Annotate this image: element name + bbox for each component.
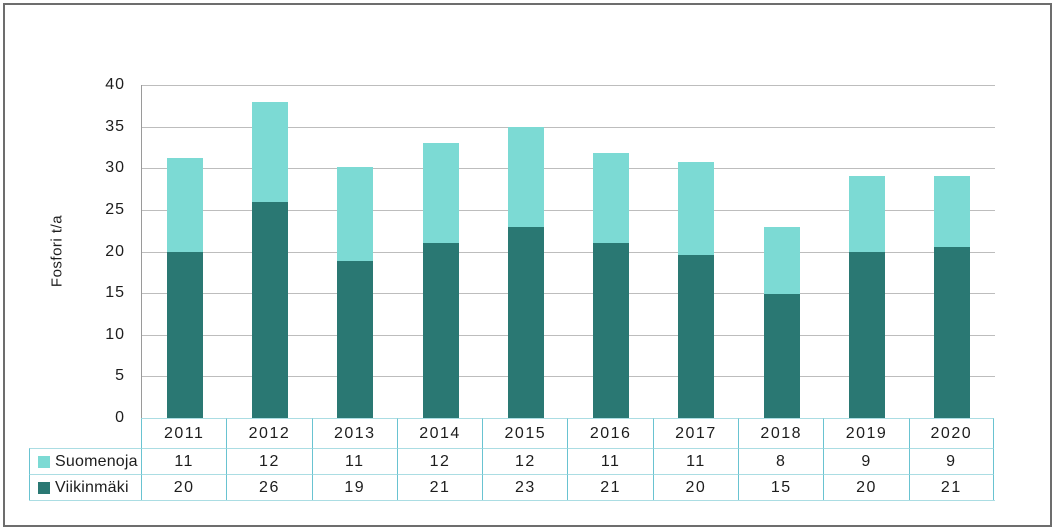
y-tick-label-20: 20 — [105, 242, 125, 260]
value-viikinmäki-2019: 20 — [823, 474, 909, 500]
bar-segment-viikinmäki-2016 — [593, 243, 630, 418]
bar-segment-viikinmäki-2017 — [678, 254, 715, 418]
table-row-suomenoja: Suomenoja 11 12 11 12 12 11 11 8 9 9 — [29, 448, 995, 474]
bar-segment-suomenoja-2015 — [507, 126, 544, 228]
bar-segment-suomenoja-2013 — [337, 166, 374, 261]
y-tick-label-25: 25 — [105, 200, 125, 218]
year-header-2016: 2016 — [567, 418, 653, 448]
bar-segment-viikinmäki-2018 — [763, 293, 800, 418]
legend-label-suomenoja: Suomenoja — [55, 452, 138, 470]
legend-cell-suomenoja: Suomenoja — [29, 448, 141, 474]
bar-segment-suomenoja-2017 — [678, 161, 715, 255]
year-header-2014: 2014 — [396, 418, 483, 448]
value-viikinmäki-2012: 26 — [226, 474, 312, 500]
gridline-35 — [142, 126, 995, 128]
legend-swatch-suomenoja — [38, 455, 50, 468]
legend-swatch-viikinmäki — [38, 481, 50, 494]
bar-segment-suomenoja-2019 — [849, 175, 886, 253]
bar-segment-viikinmäki-2013 — [337, 260, 374, 418]
value-viikinmäki-2011: 20 — [141, 474, 227, 500]
y-tick-label-15: 15 — [105, 284, 125, 302]
value-suomenoja-2020: 9 — [908, 448, 994, 474]
year-header-2015: 2015 — [482, 418, 568, 448]
y-tick-label-30: 30 — [105, 159, 125, 177]
data-table: 2011 2012 2013 2014 2015 2016 2017 2018 2019 2020… — [29, 418, 995, 501]
bar-segment-viikinmäki-2015 — [507, 227, 544, 418]
table-row-viikinmäki: Viikinmäki 20 26 19 21 23 21 20 15 20 21 — [29, 474, 995, 501]
year-header-2012: 2012 — [226, 418, 312, 448]
bar-segment-suomenoja-2014 — [422, 143, 459, 244]
legend-cell-viikinmäki: Viikinmäki — [29, 474, 141, 500]
table-corner-spacer — [29, 418, 141, 448]
value-viikinmäki-2016: 21 — [567, 474, 653, 500]
value-viikinmäki-2013: 19 — [311, 474, 397, 500]
table-year-row: 2011 2012 2013 2014 2015 2016 2017 2018 2019 2020 — [29, 418, 995, 448]
gridline-40 — [142, 85, 995, 86]
value-suomenoja-2016: 11 — [567, 448, 653, 474]
value-viikinmäki-2018: 15 — [738, 474, 824, 500]
value-suomenoja-2012: 12 — [226, 448, 312, 474]
year-header-2017: 2017 — [652, 418, 739, 448]
gridline-5 — [142, 376, 995, 378]
value-viikinmäki-2020: 21 — [908, 474, 994, 500]
gridline-25 — [142, 209, 995, 211]
value-viikinmäki-2017: 20 — [652, 474, 739, 500]
bar-segment-suomenoja-2011 — [166, 158, 203, 253]
y-tick-label-35: 35 — [105, 117, 125, 135]
bar-segment-viikinmäki-2019 — [849, 252, 886, 418]
value-suomenoja-2014: 12 — [396, 448, 483, 474]
year-header-2018: 2018 — [738, 418, 824, 448]
bar-segment-suomenoja-2016 — [593, 153, 630, 244]
gridline-30 — [142, 168, 995, 170]
gridline-10 — [142, 334, 995, 336]
value-suomenoja-2019: 9 — [823, 448, 909, 474]
bar-segment-suomenoja-2018 — [763, 226, 800, 294]
y-axis-title: Fosfori t/a — [48, 214, 66, 288]
value-viikinmäki-2015: 23 — [482, 474, 568, 500]
year-header-2011: 2011 — [141, 418, 227, 448]
year-header-2019: 2019 — [823, 418, 909, 448]
y-tick-label-0: 0 — [115, 409, 125, 426]
value-suomenoja-2013: 11 — [311, 448, 397, 474]
y-tick-label-5: 5 — [115, 367, 125, 385]
gridline-15 — [142, 293, 995, 295]
value-suomenoja-2011: 11 — [141, 448, 227, 474]
bar-segment-viikinmäki-2014 — [422, 243, 459, 418]
bar-segment-suomenoja-2012 — [251, 101, 288, 202]
value-suomenoja-2015: 12 — [482, 448, 568, 474]
value-viikinmäki-2014: 21 — [396, 474, 483, 500]
y-tick-label-40: 40 — [105, 76, 125, 93]
plot-area — [141, 85, 995, 418]
year-header-2020: 2020 — [908, 418, 994, 448]
gridline-20 — [142, 251, 995, 253]
year-header-2013: 2013 — [311, 418, 397, 448]
value-suomenoja-2017: 11 — [652, 448, 739, 474]
value-suomenoja-2018: 8 — [738, 448, 824, 474]
bar-segment-viikinmäki-2012 — [251, 201, 288, 418]
legend-label-viikinmäki: Viikinmäki — [55, 478, 129, 496]
y-axis-ticks: 0 5 10 15 20 25 30 35 40 — [85, 76, 125, 426]
bar-segment-viikinmäki-2020 — [934, 247, 971, 418]
bar-segment-viikinmäki-2011 — [166, 252, 203, 418]
y-tick-label-10: 10 — [105, 325, 125, 343]
bar-segment-suomenoja-2020 — [934, 175, 971, 248]
